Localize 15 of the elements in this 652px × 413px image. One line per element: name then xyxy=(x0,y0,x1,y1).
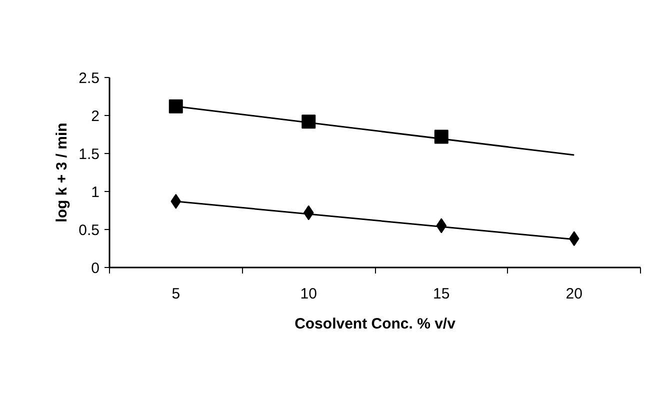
y-tick-label: 0 xyxy=(91,260,100,277)
x-tick-label: 10 xyxy=(300,286,317,302)
y-tick-label: 2.5 xyxy=(78,70,100,87)
point xyxy=(170,194,182,209)
y-tick-label: 1.5 xyxy=(78,146,100,163)
y-tick-label: 1 xyxy=(91,184,100,201)
y-tick-label: 2 xyxy=(91,108,100,125)
point xyxy=(568,231,580,246)
x-axis-title: Cosolvent Conc. % v/v xyxy=(294,316,456,332)
y-tick-label: 0.5 xyxy=(78,222,100,239)
x-tick-label: 5 xyxy=(172,286,180,302)
y-axis-title: log k + 3 / min xyxy=(54,122,71,222)
x-tick-label: 20 xyxy=(566,286,582,302)
x-tick-label: 15 xyxy=(433,286,450,302)
point xyxy=(168,99,183,114)
